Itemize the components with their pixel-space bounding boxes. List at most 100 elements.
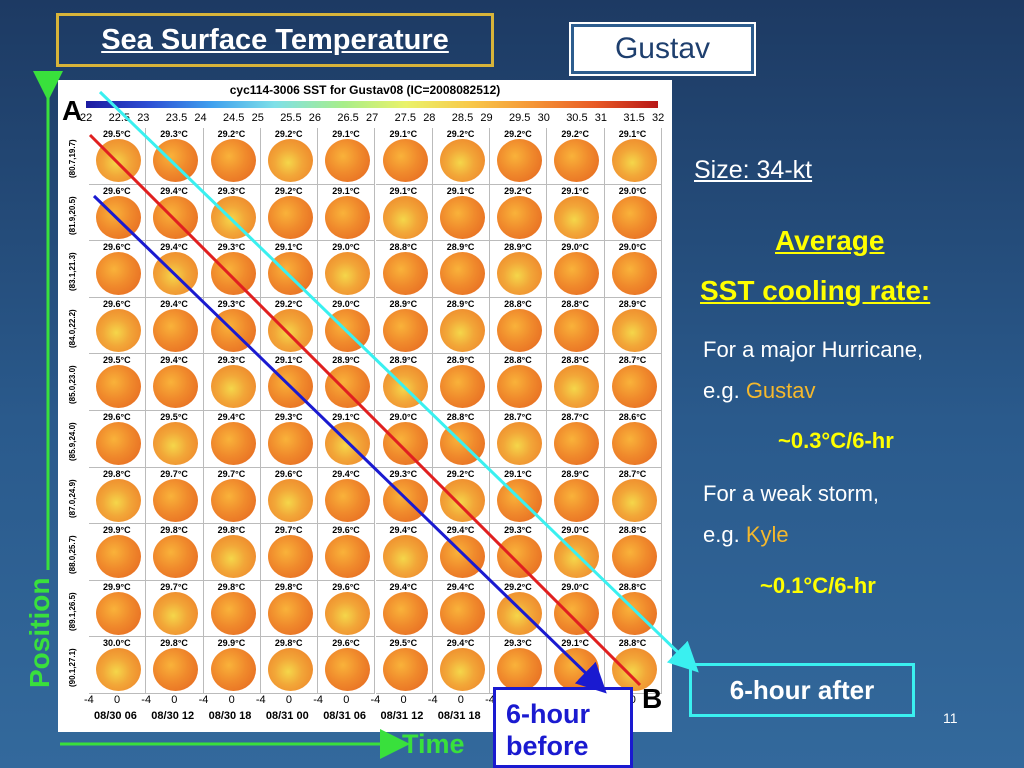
cell-temperature: 28.9°C [446,242,475,253]
row-position-label: (90.1,27.1) [68,648,77,688]
sst-cell: 29.8°C [146,637,204,694]
sst-cell: 28.8°C [375,241,433,298]
sst-map-disc [439,422,485,465]
sst-map-disc [325,365,371,409]
sst-map-disc [554,422,600,465]
cell-temperature: 29.4°C [160,185,188,196]
sst-map-disc [611,308,657,352]
storm-name-box: Gustav [569,22,756,76]
sst-map-disc [153,648,199,692]
before-label: 6-hour before [506,698,590,762]
row-position-label: (83.1,21.3) [68,252,77,292]
colorbar-tick: 25 [251,112,264,124]
sst-map-disc [382,195,428,239]
sst-cell: 29.4°C [375,580,433,638]
sst-cell: 29.6°C [89,184,147,242]
sst-cell: 29.4°C [146,241,204,298]
sst-cell: 28.8°C [604,580,662,638]
sst-cell: 28.9°C [375,297,433,355]
cell-temperature: 29.0°C [561,525,590,536]
sst-map-disc [210,308,256,352]
x-date-label: 08/31 12 [380,710,424,722]
sst-cell: 29.4°C [432,637,491,694]
sst-cell: 29.6°C [89,411,147,468]
cell-temperature: 28.8°C [618,638,647,649]
cell-temperature: 29.3°C [160,129,188,139]
sst-map-disc [382,648,428,692]
after-box: 6-hour after [689,663,915,717]
sst-cell: 29.1°C [375,184,433,242]
sst-map-disc [554,139,600,182]
sst-cell: 29.4°C [318,467,376,525]
cell-temperature: 29.6°C [274,468,303,479]
cell-temperature: 28.9°C [561,468,590,479]
cell-temperature: 28.7°C [618,355,647,366]
sst-map-disc [96,365,141,409]
cell-temperature: 29.1°C [446,185,475,196]
weak-example-prefix: e.g. [703,522,746,547]
sst-map-disc [96,591,141,635]
cell-temperature: 29.1°C [389,185,418,196]
cell-temperature: 29.6°C [332,525,360,536]
cell-temperature: 29.8°C [160,638,188,649]
x-tick: 0 [171,694,178,706]
sst-cell: 29.9°C [89,580,147,638]
sst-map-disc [96,139,141,182]
sst-cell: 28.6°C [604,411,662,468]
sst-map-disc [382,252,428,296]
sst-map-disc [611,365,657,409]
colorbar-tick: 24 [194,112,207,124]
sst-cell: 29.4°C [432,524,491,581]
sst-cell: 28.8°C [490,354,548,411]
cell-temperature: 29.7°C [274,525,303,536]
sst-map-disc [439,308,485,352]
sst-cell: 29.3°C [203,297,261,355]
cell-temperature: 28.9°C [618,298,647,309]
weak-storm-line: For a weak storm, [703,481,880,506]
x-tick: 0 [457,694,464,706]
row-position-label: (87.0,24.9) [68,478,77,518]
sst-map-disc [611,535,657,579]
cell-temperature: 29.2°C [504,185,532,196]
colorbar-tick: 22.5 [108,112,131,124]
sst-map-disc [96,478,141,522]
cell-temperature: 29.4°C [160,298,188,309]
sst-map-disc [554,195,600,239]
sst-cell: 29.6°C [260,467,319,525]
colorbar-tick: 23 [137,112,150,124]
cell-temperature: 29.0°C [561,581,590,592]
sst-cell: 29.1°C [490,467,548,525]
cell-temperature: 29.6°C [103,185,131,196]
sst-cell: 28.9°C [547,467,605,525]
sst-map-disc [611,591,657,635]
sst-map-disc [497,591,543,635]
sst-map-disc [382,139,428,182]
cell-temperature: 28.9°C [446,298,475,309]
x-date-label: 08/30 18 [208,710,252,722]
sst-map-disc [439,252,485,296]
sst-cell: 29.2°C [432,128,491,185]
cell-temperature: 29.0°C [618,185,647,196]
sst-map-disc [153,535,199,579]
heading-cooling-rate: SST cooling rate: [700,275,931,306]
cell-temperature: 29.4°C [160,355,188,366]
cell-temperature: 28.7°C [618,468,647,479]
sst-map-disc [267,308,313,352]
sst-cell: 30.0°C [89,637,147,694]
cell-temperature: 30.0°C [103,638,131,649]
cell-temperature: 29.2°C [446,468,475,479]
sst-map-disc [267,478,313,522]
sst-map-disc [267,195,313,239]
x-tick: -4 [370,694,381,706]
x-tick: 0 [285,694,293,706]
sst-map-disc [382,365,428,409]
colorbar-tick: 31.5 [623,112,645,124]
cell-temperature: 29.4°C [389,581,418,592]
sst-cell: 29.3°C [203,354,261,411]
weak-rate: ~0.1°C/6-hr [760,573,876,598]
sst-cell: 29.3°C [490,637,548,694]
cell-temperature: 29.7°C [217,468,246,479]
sst-cell: 29.1°C [604,128,662,185]
sst-map-disc [325,308,371,352]
sst-cell: 29.2°C [490,184,548,242]
